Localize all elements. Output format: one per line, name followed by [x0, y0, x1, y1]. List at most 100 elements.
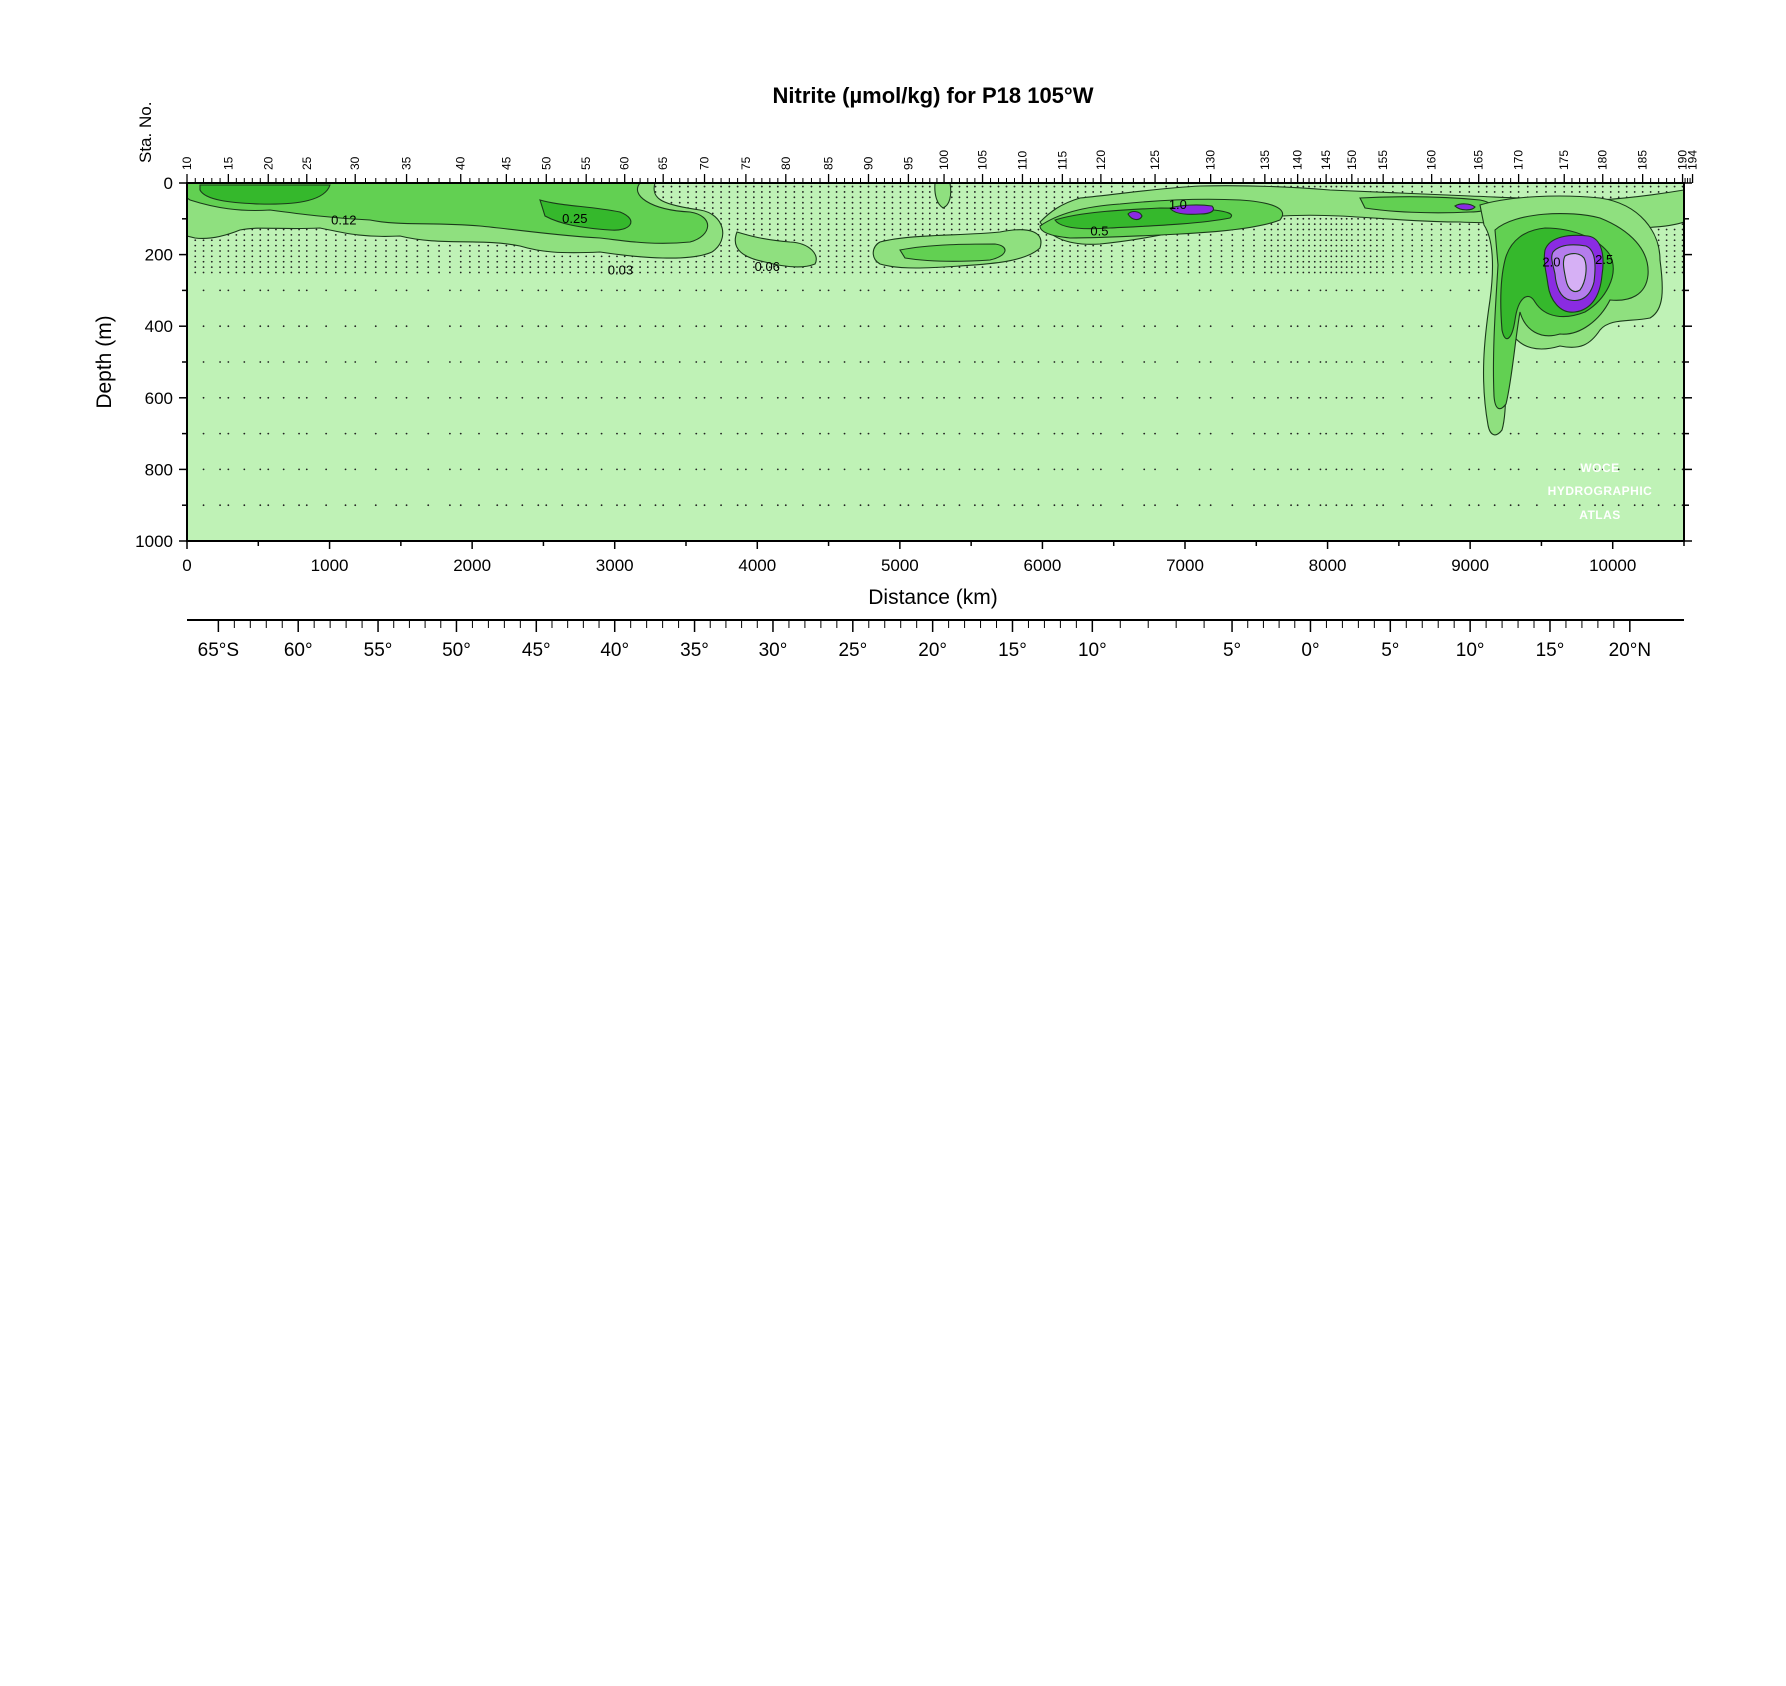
sample-dot — [592, 260, 595, 263]
sample-dot — [1045, 255, 1048, 258]
sample-dot — [936, 212, 938, 215]
station-tick-label: 175 — [1557, 150, 1571, 170]
sample-dot — [883, 185, 886, 188]
sample-dot — [1369, 239, 1372, 242]
sample-dot — [1357, 255, 1359, 258]
sample-dot — [728, 266, 731, 269]
sample-dot — [1029, 255, 1032, 258]
sample-dot — [267, 432, 270, 435]
sample-dot — [616, 504, 618, 507]
sample-dot — [219, 244, 221, 247]
sample-dot — [478, 504, 480, 507]
sample-dot — [1069, 266, 1071, 269]
sample-dot — [1092, 244, 1095, 247]
sample-dot — [695, 207, 698, 209]
sample-dot — [1363, 325, 1366, 328]
sample-dot — [1421, 244, 1423, 247]
sample-dot — [883, 191, 886, 193]
sample-dot — [1665, 234, 1668, 236]
sample-dot — [728, 217, 731, 220]
sample-dot — [728, 185, 731, 188]
sample-dot — [1578, 468, 1581, 471]
sample-dot — [1578, 504, 1581, 507]
sample-dot — [973, 212, 976, 215]
sample-dot — [1325, 255, 1328, 258]
sample-dot — [521, 250, 524, 252]
sample-dot — [521, 432, 524, 435]
sample-dot — [1517, 432, 1520, 435]
sample-dot — [1263, 468, 1266, 471]
sample-dot — [867, 260, 870, 263]
sample-dot — [1053, 185, 1056, 188]
sample-dot — [1296, 244, 1299, 247]
sample-dot — [561, 468, 564, 471]
sample-dot — [1263, 504, 1266, 507]
sample-dot — [997, 504, 1000, 507]
sample-dot — [950, 196, 953, 199]
sample-dot — [835, 260, 838, 263]
sample-dot — [251, 239, 254, 242]
sample-dot — [1509, 185, 1512, 188]
sample-dot — [1132, 271, 1135, 274]
sample-dot — [1283, 223, 1286, 226]
sample-dot — [1411, 255, 1414, 258]
sample-dot — [899, 468, 902, 471]
station-tick-label: 165 — [1472, 150, 1486, 170]
sample-dot — [1143, 289, 1146, 292]
sample-dot — [907, 289, 910, 292]
sample-dot — [1325, 504, 1328, 507]
sample-dot — [1092, 325, 1095, 328]
sample-dot — [1253, 271, 1255, 274]
sample-dot — [1485, 244, 1488, 247]
sample-dot — [768, 223, 771, 226]
sample-dot — [459, 468, 462, 471]
sample-dot — [227, 250, 230, 252]
sample-dot — [1382, 228, 1385, 231]
sample-dot — [768, 185, 771, 188]
sample-dot — [928, 228, 931, 231]
sample-dot — [1132, 250, 1135, 252]
contour-label: 0.25 — [562, 211, 587, 226]
sample-dot — [973, 196, 976, 199]
sample-dot — [1477, 223, 1480, 226]
sample-dot — [1253, 234, 1255, 236]
sample-dot — [282, 250, 285, 252]
contour-fields — [187, 183, 1684, 436]
sample-dot — [1277, 266, 1279, 269]
sample-dot — [973, 201, 976, 204]
sample-dot — [210, 260, 213, 263]
sample-dot — [1121, 255, 1124, 258]
sample-dot — [1045, 212, 1048, 215]
sample-dot — [219, 266, 221, 269]
sample-dot — [569, 260, 572, 263]
contour-patch-south-high — [199, 184, 331, 205]
sample-dot — [305, 228, 308, 231]
sample-dot — [1657, 185, 1660, 188]
sample-dot — [1325, 396, 1328, 399]
sample-dot — [1665, 250, 1668, 252]
sample-dot — [1345, 223, 1348, 226]
sample-dot — [537, 289, 540, 292]
sample-dot — [1143, 396, 1146, 399]
sample-dot — [1340, 266, 1343, 269]
sample-dot — [1021, 271, 1024, 274]
sample-dot — [1692, 504, 1694, 506]
latitude-tick-label: 20° — [918, 640, 947, 661]
sample-dot — [1263, 289, 1266, 292]
sample-dot — [537, 266, 540, 269]
sample-dot — [867, 266, 870, 269]
sample-dot — [1154, 260, 1156, 263]
sample-dot — [736, 260, 739, 263]
station-tick-label: 105 — [976, 150, 990, 170]
sample-dot — [1554, 185, 1557, 188]
sample-dot — [1692, 213, 1694, 215]
sample-dot — [1345, 266, 1348, 269]
sample-dot — [662, 185, 665, 188]
sample-dot — [1037, 217, 1040, 220]
sample-dot — [966, 201, 969, 204]
sample-dot — [1477, 504, 1480, 507]
sample-dot — [1526, 191, 1529, 193]
sample-dot — [1290, 217, 1292, 220]
sample-dot — [1076, 260, 1079, 263]
sample-dot — [354, 260, 357, 263]
